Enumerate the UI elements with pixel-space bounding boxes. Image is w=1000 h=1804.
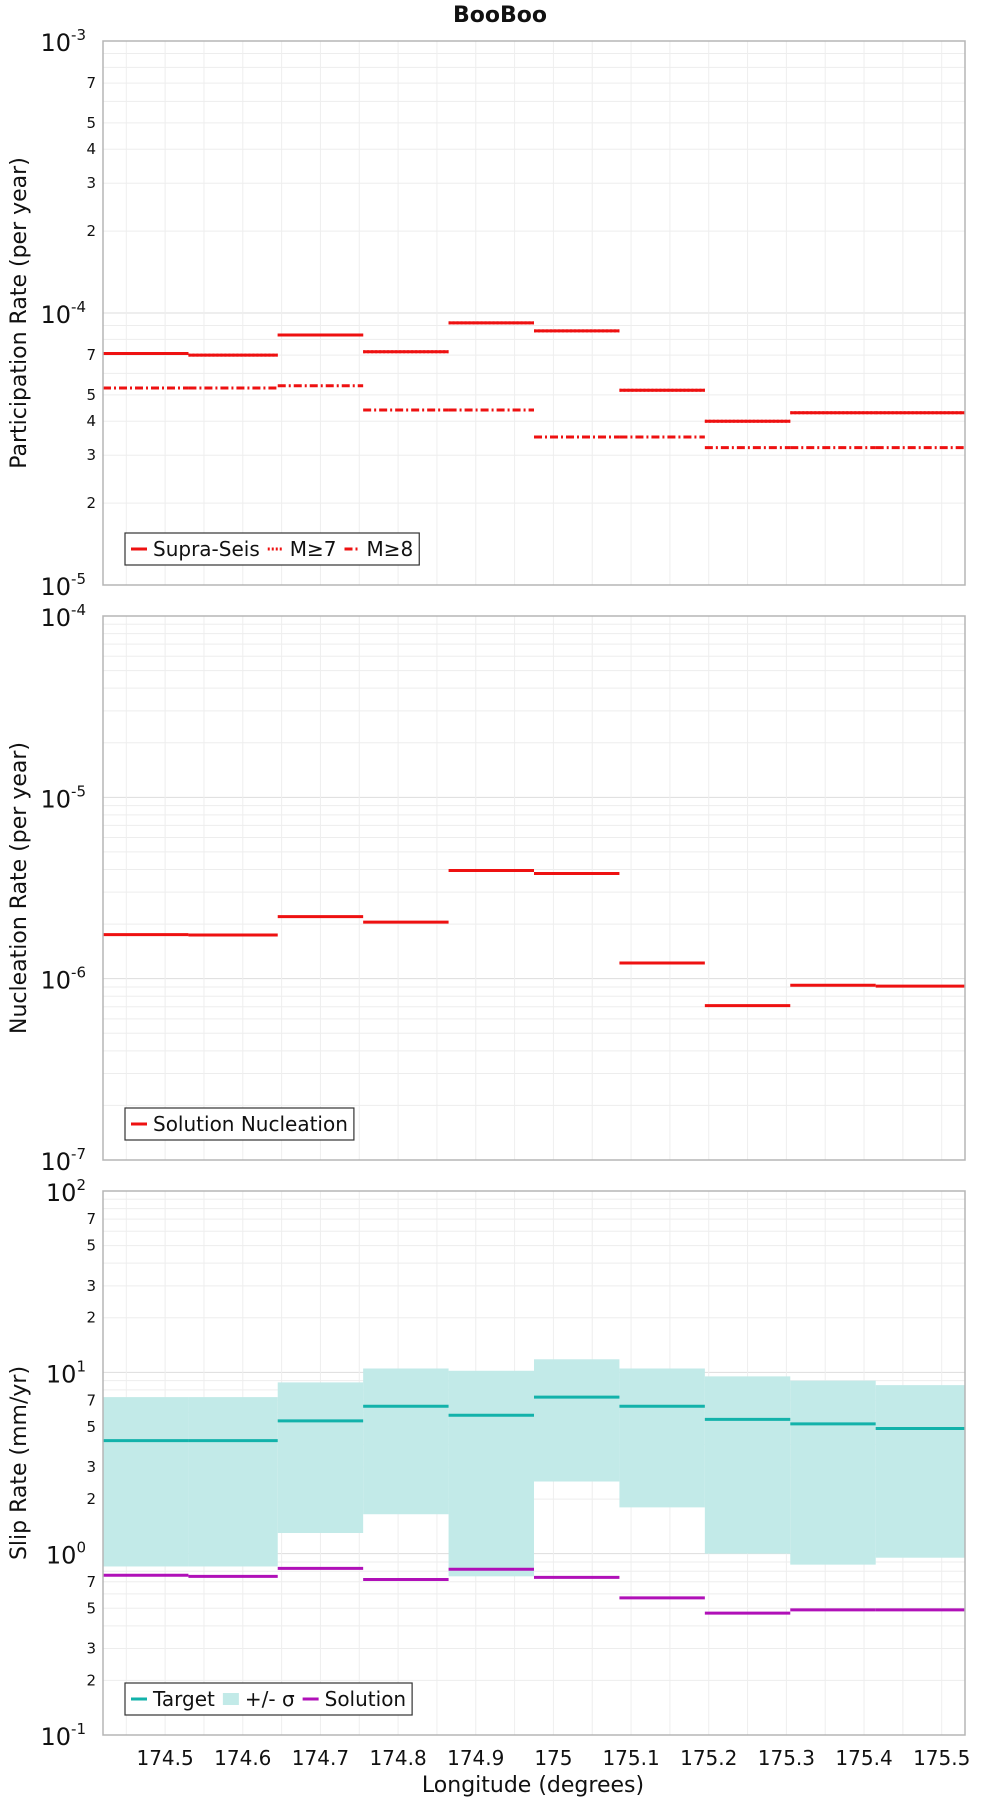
y-tick-label-minor: 3 [86,1639,96,1657]
legend-entry-label: M≥7 [290,537,337,561]
y-axis-label-3: Slip Rate (mm/yr) [7,1366,32,1560]
x-tick-label: 175.2 [680,1746,737,1770]
legend-entry-label: Target [152,1687,215,1711]
y-tick-label-minor: 2 [86,494,96,512]
x-axis-label: Longitude (degrees) [422,1773,644,1798]
band-segment [363,1368,449,1515]
band-segment [277,1382,364,1534]
y-tick-label-minor: 7 [86,1573,96,1591]
band-segment [188,1397,278,1567]
y-tick-label-minor: 3 [86,1277,96,1295]
y-tick-label-minor: 5 [86,1418,96,1436]
x-tick-label: 174.5 [136,1746,193,1770]
x-tick-label: 174.9 [447,1746,504,1770]
plot-frame-1 [102,40,966,586]
band-segment [704,1376,791,1554]
y-tick-label-minor: 7 [86,1210,96,1228]
x-tick-label: 174.6 [214,1746,271,1770]
band-segment [790,1380,876,1565]
plot-frame-3 [102,1190,966,1736]
y-tick-label-minor: 3 [86,1458,96,1476]
y-tick-label-minor: 2 [86,1671,96,1689]
y-tick-label: 10-5 [40,782,86,813]
legend-box-3 [124,1682,413,1716]
x-tick-label: 174.7 [292,1746,349,1770]
y-axis-label-1: Participation Rate (per year) [7,157,32,469]
band-segment [534,1359,620,1482]
y-tick-label-minor: 2 [86,222,96,240]
y-axis-label-2: Nucleation Rate (per year) [7,742,32,1034]
x-tick-label: 175.3 [758,1746,815,1770]
band-segment [448,1370,534,1577]
y-tick-label: 10-4 [40,298,86,329]
y-tick-label-minor: 7 [86,1391,96,1409]
y-tick-label-minor: 5 [86,1237,96,1255]
y-tick-label-minor: 2 [86,1309,96,1327]
legend-entry-label: Solution [325,1687,406,1711]
legend-entry-label: Solution Nucleation [153,1112,348,1136]
x-tick-label: 175.1 [602,1746,659,1770]
y-tick-label-minor: 5 [86,386,96,404]
band-segment [875,1385,965,1558]
y-tick-label-minor: 3 [86,446,96,464]
legend-box-2 [124,1107,355,1141]
x-tick-label: 175.4 [835,1746,892,1770]
y-tick-label-minor: 5 [86,114,96,132]
plot-area-2 [103,616,965,1160]
legend-entry-label: +/- σ [245,1687,295,1711]
y-tick-label: 10-3 [40,26,86,57]
chart-title: BooBoo [453,3,547,28]
y-tick-label: 102 [46,1176,86,1207]
y-tick-label: 100 [46,1539,86,1570]
y-tick-label-minor: 4 [86,412,96,430]
y-tick-label: 10-7 [40,1145,86,1176]
band-segment [103,1397,189,1567]
band-segment [619,1368,705,1508]
y-tick-label-minor: 7 [86,346,96,364]
x-tick-label: 174.8 [369,1746,426,1770]
y-tick-label-minor: 4 [86,140,96,158]
x-tick-label: 175.5 [913,1746,970,1770]
legend-entry-label: Supra-Seis [153,537,260,561]
y-tick-label: 10-6 [40,964,86,995]
y-tick-label-minor: 2 [86,1490,96,1508]
y-tick-label-minor: 7 [86,74,96,92]
legend-swatch-band [222,1693,239,1705]
x-tick-label: 175 [534,1746,572,1770]
y-tick-label: 10-5 [40,570,86,601]
plot-frame-2 [102,615,966,1161]
y-tick-label: 10-4 [40,601,86,632]
y-tick-label: 10-1 [40,1720,86,1751]
y-tick-label-minor: 3 [86,174,96,192]
y-tick-label: 101 [46,1357,86,1388]
legend-entry-label: M≥8 [367,537,414,561]
y-tick-label-minor: 5 [86,1599,96,1617]
